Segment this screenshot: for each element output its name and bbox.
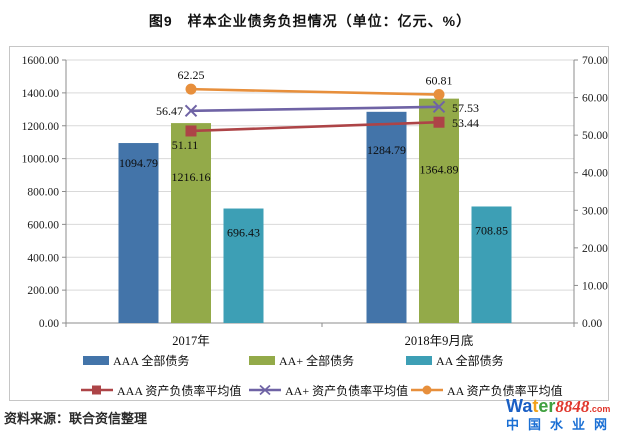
left-axis-label-1600: 1600.00 [22,55,60,67]
marker-x-2017年 [184,104,198,118]
legend-label: AA 全部债务 [436,353,504,368]
bar-AA+-2017年 [171,123,211,324]
legend-label: AA+ 全部债务 [279,353,355,368]
legend-label: AAA 资产负债率平均值 [117,383,242,398]
left-axis-label-600: 600.00 [27,219,59,231]
logo-8848: 8848 [555,397,590,416]
legend-label: AA+ 资产负债率平均值 [285,383,409,398]
line-label-AA+-2018年9月底: 57.53 [452,101,479,115]
logo-letter: t [532,396,539,416]
marker-square-2018年9月底 [433,116,445,128]
legend-swatch-icon [249,355,275,365]
logo-dotcom: .com [589,404,611,414]
right-axis-label-70: 70.00 [582,55,608,67]
line-AAA [190,120,440,133]
legend-line-marker-icon [411,385,443,395]
x-category-label: 2017年 [172,334,210,348]
logo-letter: e [538,396,549,416]
legend-line-marker-icon [249,384,281,396]
left-axis-label-0: 0.00 [39,318,59,330]
logo-tagline: 中国水业网 [505,417,616,432]
left-axis-label-1000: 1000.00 [22,154,60,166]
right-axis-label-10: 10.00 [582,280,608,292]
line-label-AA+-2017年: 56.47 [156,104,183,118]
logo-letter: r [548,396,556,416]
left-axis-label-1400: 1400.00 [22,88,60,100]
line-label-AAA-2018年9月底: 53.44 [452,116,479,130]
legend-item-bar-AA+: AA+ 全部债务 [249,353,355,368]
water-letters: Water [506,396,555,416]
marker-circle-2018年9月底 [433,89,445,101]
bar-AAA-2017年 [118,143,159,323]
logo-letter: W [505,396,523,416]
chart-box: 0.00 200.00 400.00 600.00 800.00 1000.00 1200.… [9,46,609,401]
bar-AA-2017年 [223,208,264,323]
bar-AA+-2018年9月底 [419,98,459,323]
legend-item-bar-AAA: AAA 全部债务 [83,353,190,368]
legend-swatch-icon [406,355,432,365]
marker-square-2017年 [185,125,197,137]
water8848-logo: Water8848.com 中国水业网 [506,397,616,431]
line-AA [190,87,440,96]
marker-circle-2017年 [185,83,197,95]
bar-label-AA-2017年: 696.43 [227,226,260,240]
legend-item-line-AA+: AA+ 资产负债率平均值 [249,383,409,398]
line-label-AA-2017年: 62.25 [178,68,205,82]
logo-letter: a [522,396,533,416]
left-axis-label-400: 400.00 [27,252,59,264]
line-AA+ [190,105,440,113]
left-axis-label-1200: 1200.00 [22,121,60,133]
marker-x-2018年9月底 [432,100,446,114]
line-label-AA-2018年9月底: 60.81 [426,74,453,88]
legend-label: AA 资产负债率平均值 [447,383,563,398]
left-axis-label-800: 800.00 [27,187,59,199]
bar-label-AA+-2017年: 1216.16 [172,170,211,184]
legend-line-marker-icon [81,385,113,395]
bar-label-AAA-2018年9月底: 1284.79 [367,143,406,157]
combo-chart-svg: 0.00 200.00 400.00 600.00 800.00 1000.00 1200.… [22,55,608,348]
right-axis-label-20: 20.00 [582,243,608,255]
legend-swatch-icon [83,355,109,365]
left-axis-label-200: 200.00 [27,285,59,297]
chart-title: 图9 样本企业债务负担情况（单位：亿元、%） [148,13,472,29]
right-axis-label-30: 30.00 [582,205,608,217]
bar-label-AA-2018年9月底: 708.85 [475,223,508,237]
right-axis-label-40: 40.00 [582,168,608,180]
right-axis-label-0: 0.00 [582,318,602,330]
right-axis-label-60: 60.00 [582,93,608,105]
bar-label-AAA-2017年: 1094.79 [119,156,158,170]
right-axis-label-50: 50.00 [582,130,608,142]
bar-AA-2018年9月底 [471,206,512,323]
legend-item-line-AAA: AAA 资产负债率平均值 [81,383,242,398]
source-note: 资料来源：联合资信整理 [4,411,148,426]
bar-label-AA+-2018年9月底: 1364.89 [420,163,459,177]
legend-item-bar-AA: AA 全部债务 [406,353,504,368]
water8848-wordmark: Water8848.com [506,397,616,415]
x-category-label: 2018年9月底 [405,333,474,348]
legend-item-line-AA: AA 资产负债率平均值 [411,383,563,398]
legend-label: AAA 全部债务 [113,353,190,368]
line-label-AAA-2017年: 51.11 [172,138,199,152]
bar-AAA-2018年9月底 [366,111,407,323]
